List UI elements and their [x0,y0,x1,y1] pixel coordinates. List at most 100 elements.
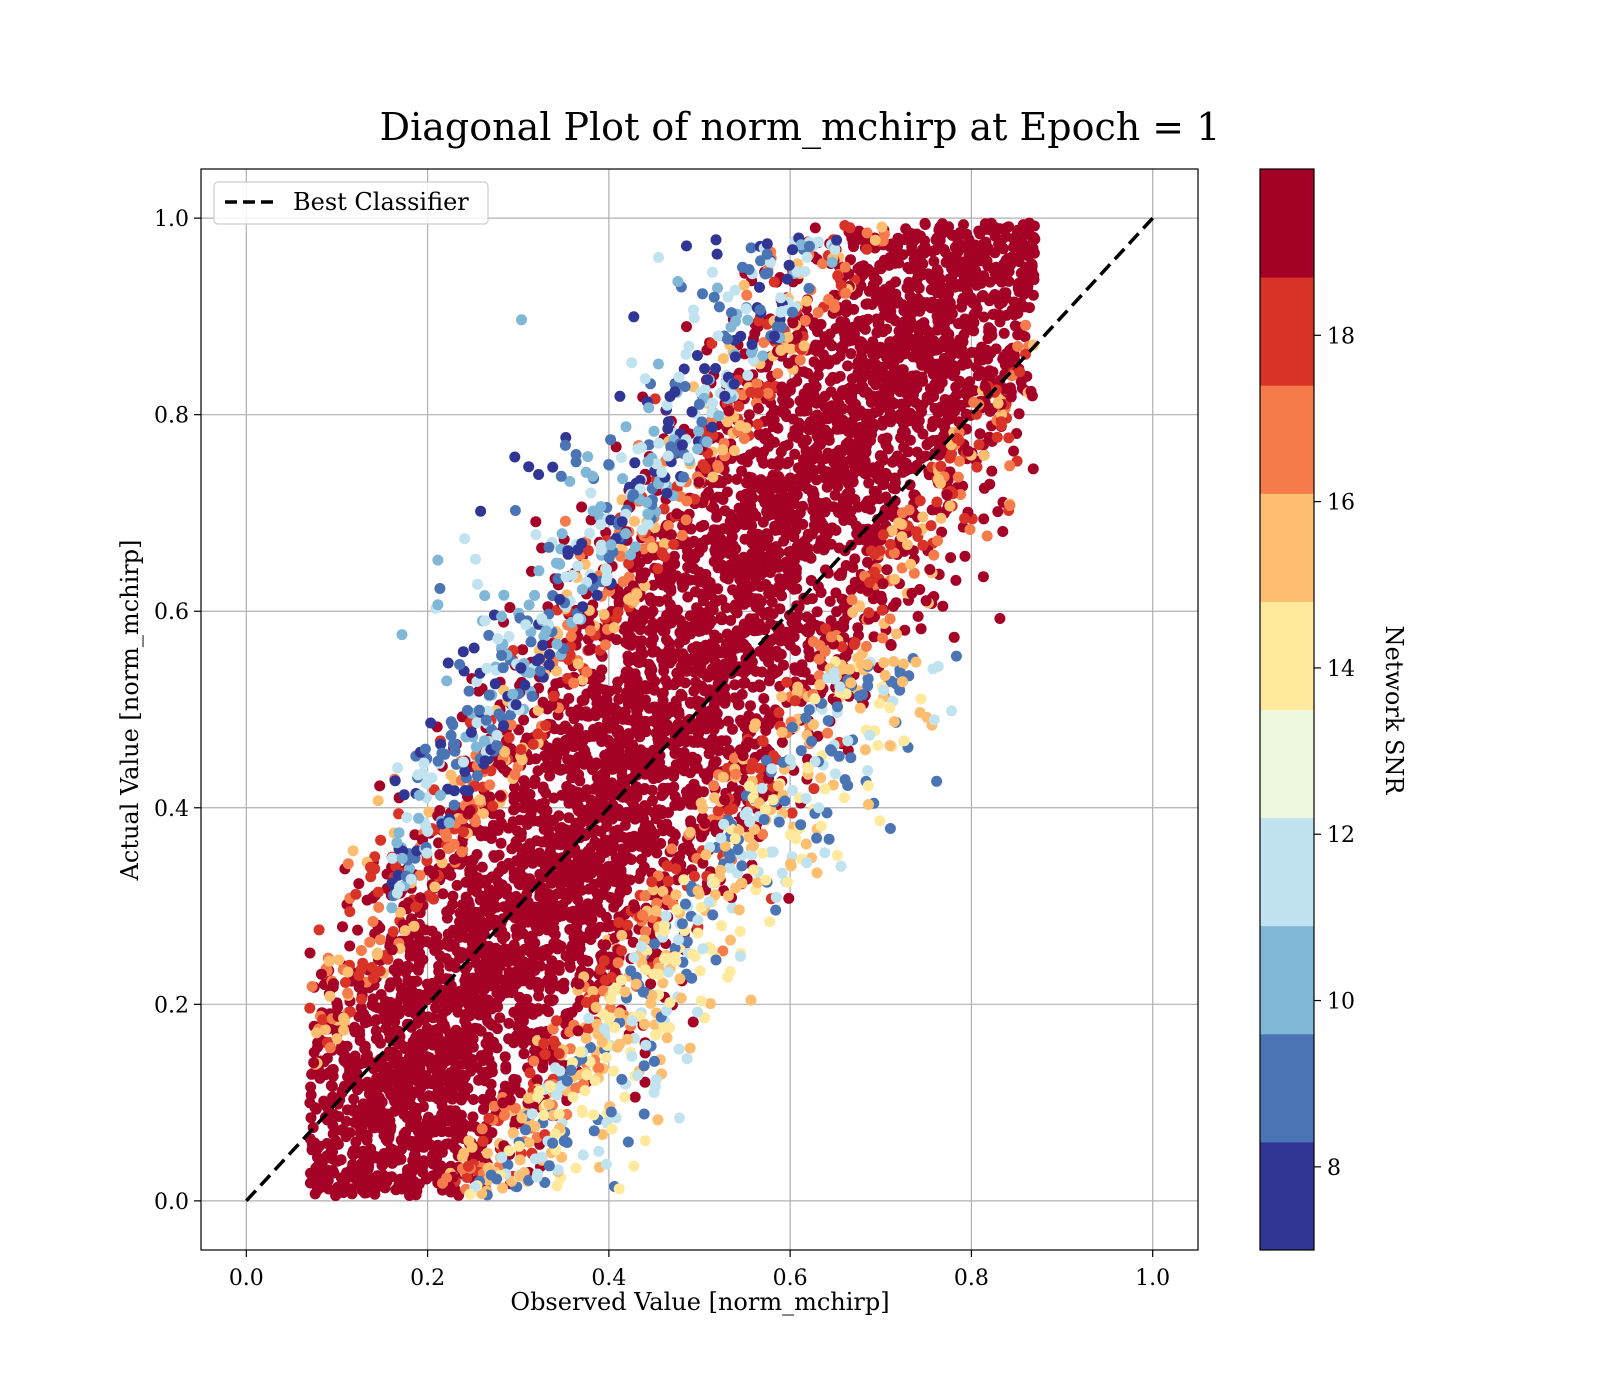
scatter-point [990,343,1002,355]
scatter-point [353,1168,365,1180]
scatter-point [869,370,881,382]
scatter-point [629,1091,641,1103]
scatter-point [653,726,665,738]
scatter-point [417,954,429,966]
scatter-point [759,703,771,715]
scatter-point [710,756,722,767]
scatter-point [561,791,573,803]
scatter-point [480,826,492,838]
scatter-point [720,568,732,580]
scatter-point [369,1188,381,1200]
scatter-point [373,901,385,913]
scatter-point [743,409,755,421]
scatter-point [398,1108,410,1120]
scatter-point [738,553,750,565]
scatter-point [542,850,554,862]
scatter-point [503,1017,515,1029]
scatter-point [596,664,608,676]
scatter-point [627,614,639,626]
scatter-point [810,452,822,464]
scatter-point [392,1145,404,1157]
scatter-point [935,417,947,429]
scatter-point [421,994,433,1006]
scatter-point [344,1127,356,1139]
scatter-point [963,250,975,262]
scatter-point [788,583,800,595]
chart-title: Diagonal Plot of norm_mchirp at Epoch = … [380,105,1221,150]
scatter-point [611,634,622,646]
scatter-point [808,389,820,401]
scatter-point [437,888,449,900]
scatter-point [997,526,1009,537]
scatter-point [368,1063,380,1075]
scatter-point [341,1040,353,1052]
scatter-point [432,1139,444,1151]
scatter-point [970,264,981,276]
scatter-point [310,1178,322,1190]
scatter-point [423,1090,435,1102]
scatter-point [685,817,697,829]
scatter-point [778,659,789,671]
scatter-point [454,985,466,997]
scatter-point [344,1065,356,1077]
scatter-point [973,253,985,264]
scatter-point [999,267,1011,279]
scatter-point [372,1002,384,1014]
scatter-point [613,598,625,609]
scatter-point [305,1089,317,1101]
scatter-point [543,823,555,835]
scatter-point [876,419,888,431]
scatter-point [491,921,503,932]
scatter-point [759,642,771,654]
scatter-point [468,994,480,1006]
scatter-point [467,1111,479,1123]
scatter-point [716,614,728,626]
scatter-point [817,519,829,531]
scatter-point [783,529,795,541]
scatter-point [749,572,761,584]
scatter-point [647,624,659,636]
scatter-point [444,904,455,916]
scatter-point [572,1001,584,1013]
scatter-point [486,1060,498,1072]
scatter-point [543,994,555,1006]
scatter-point [880,390,891,402]
scatter-point [499,943,511,955]
scatter-point [632,747,644,759]
scatter-point [784,639,796,651]
scatter-point [812,581,824,593]
scatter-point [575,863,587,874]
scatter-point [703,589,715,600]
scatter-point [720,602,732,614]
scatter-point [839,513,851,525]
scatter-point [856,447,868,459]
scatter-point [359,1040,371,1052]
scatter-point [654,757,666,768]
scatter-point [382,1061,394,1073]
scatter-point [356,1184,368,1196]
scatter-point [1009,320,1021,332]
scatter-point [326,1064,338,1076]
scatter-point [691,753,703,765]
scatter-point [392,1060,404,1072]
scatter-point [617,713,629,725]
scatter-point [840,299,852,311]
scatter-point [574,775,586,787]
scatter-point [888,363,900,375]
scatter-point [950,381,962,393]
scatter-point [529,946,541,958]
scatter-point [802,367,814,379]
scatter-point [559,830,571,842]
scatter-point [752,563,764,575]
scatter-point [471,886,483,898]
scatter-point [764,583,776,595]
scatter-point [949,250,961,262]
scatter-point [692,736,704,748]
scatter-point [952,260,964,272]
scatter-point [663,807,674,819]
scatter-point [476,861,488,873]
scatter-point [637,648,649,660]
scatter-point [695,831,707,843]
scatter-point [766,458,778,470]
scatter-point [526,798,538,810]
